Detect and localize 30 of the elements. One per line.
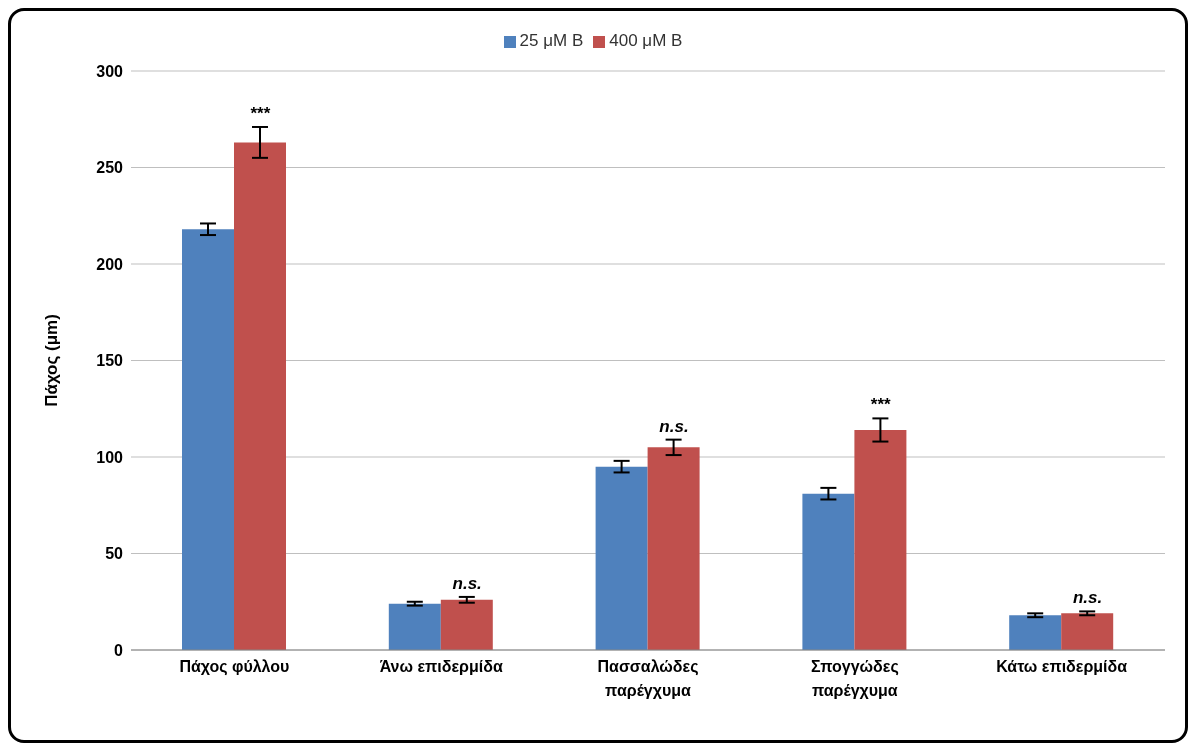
bar <box>802 493 855 650</box>
x-tick-label: Πασσαλώδες παρέγχυμα <box>597 658 699 699</box>
annotation: *** <box>870 395 892 415</box>
bar <box>234 142 286 650</box>
y-tick-label: 150 <box>96 352 124 370</box>
annotation: *** <box>250 103 271 123</box>
y-tick-label: 300 <box>96 62 124 80</box>
bar <box>1009 615 1062 650</box>
y-tick-label: 0 <box>114 641 124 659</box>
bar <box>854 429 907 650</box>
x-tick-label: Σπογγώδες παρέγχυμα <box>810 658 899 699</box>
y-axis-title: Πάχος (μm) <box>42 314 62 407</box>
y-tick-label: 250 <box>96 159 124 177</box>
annotation: n.s. <box>1072 588 1103 608</box>
annotation: n.s. <box>659 416 689 436</box>
bar <box>388 603 441 650</box>
x-tick-label: Πάχος φύλλου <box>179 658 290 676</box>
legend-label: 400 μM B <box>609 31 683 50</box>
x-tick-label: Κάτω επιδερμίδα <box>996 658 1128 675</box>
y-tick-label: 200 <box>96 255 124 273</box>
y-tick-label: 100 <box>96 448 124 466</box>
bar <box>182 229 234 650</box>
y-tick-label: 50 <box>105 545 124 563</box>
bar <box>595 466 648 650</box>
x-tick-label: Άνω επιδερμίδα <box>379 658 503 675</box>
bar <box>1061 613 1114 650</box>
bar <box>647 447 700 650</box>
annotation: n.s. <box>452 573 482 593</box>
legend-label: 25 μM B <box>519 31 584 50</box>
bar <box>440 599 493 650</box>
